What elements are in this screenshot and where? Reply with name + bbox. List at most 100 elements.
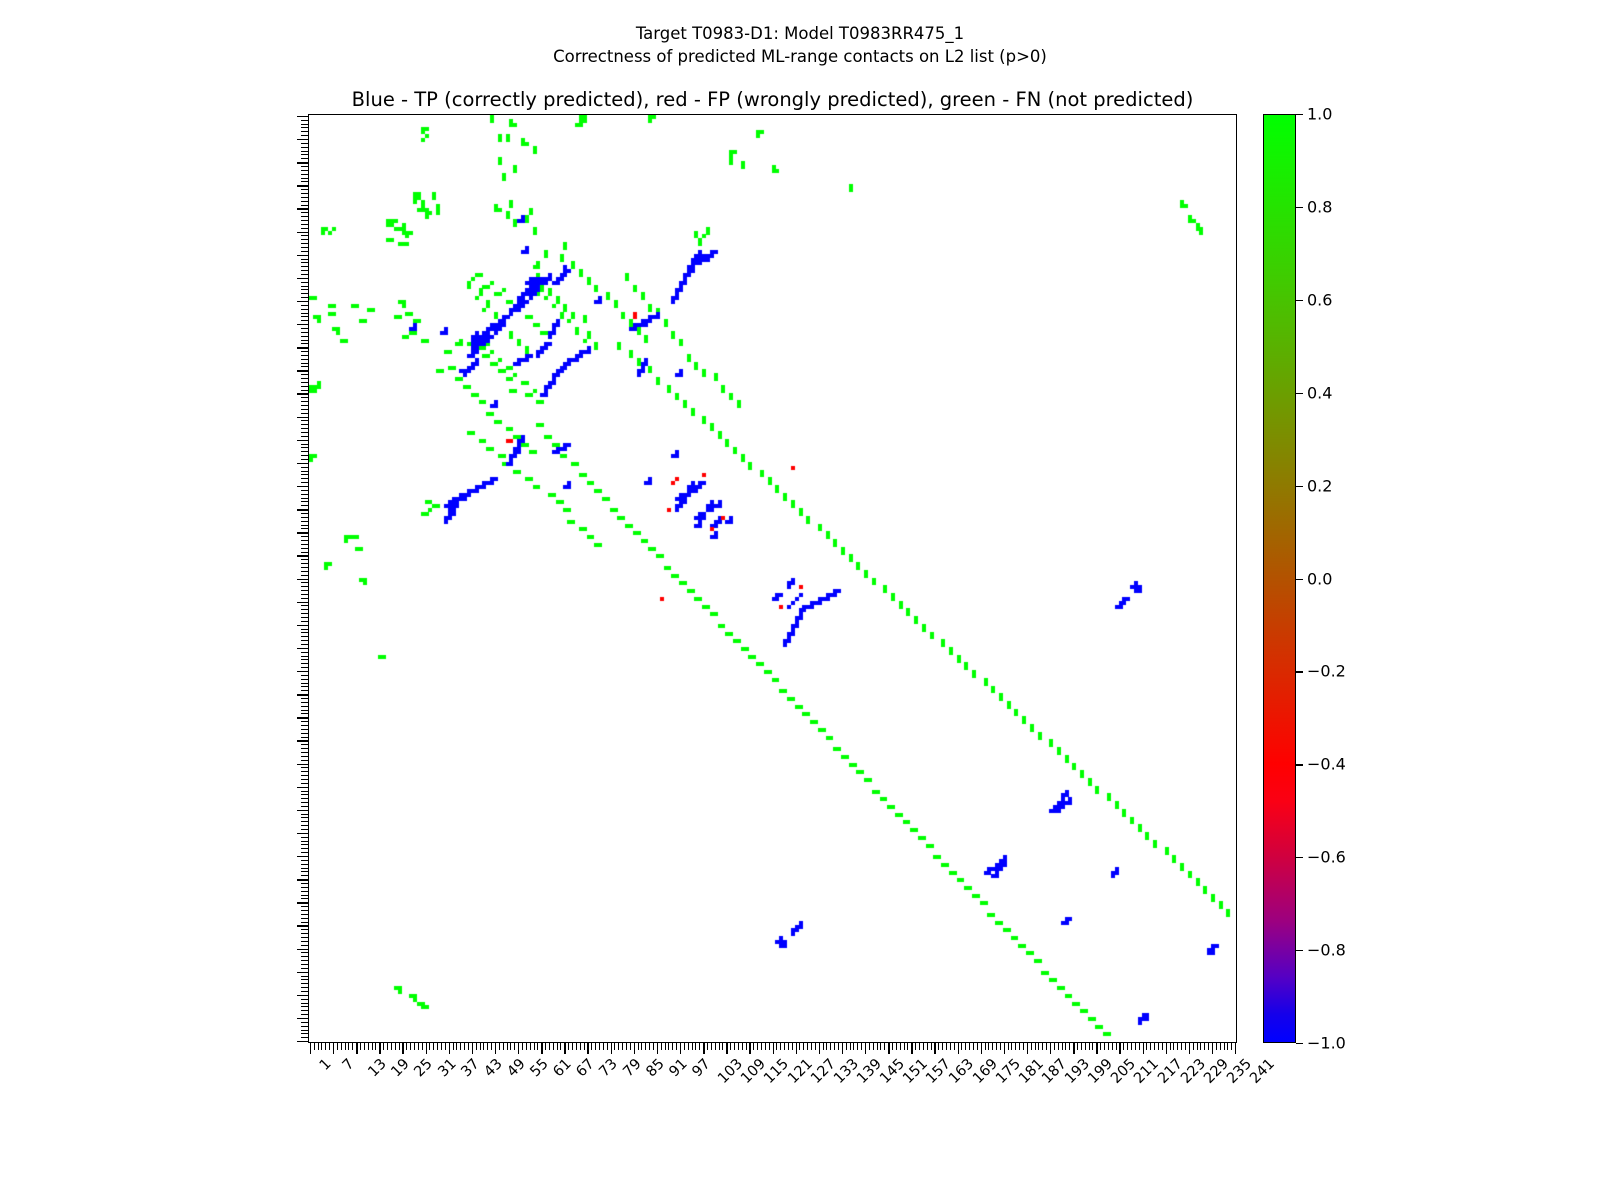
x-tick — [1111, 1043, 1113, 1050]
y-tick — [297, 624, 308, 627]
y-tick — [301, 790, 308, 792]
x-tick — [344, 1043, 346, 1050]
x-tick-label: 25 — [411, 1056, 437, 1081]
y-tick — [297, 763, 308, 765]
colorbar-tick — [1296, 392, 1303, 394]
y-tick — [297, 832, 308, 835]
y-tick — [301, 728, 308, 730]
x-tick — [1034, 1043, 1036, 1050]
y-tick — [301, 420, 308, 422]
y-tick — [301, 597, 308, 599]
x-tick — [325, 1043, 327, 1050]
x-tick — [1154, 1043, 1156, 1050]
x-tick — [560, 1043, 562, 1050]
y-tick — [301, 778, 308, 780]
y-tick — [301, 1021, 308, 1023]
y-tick — [301, 119, 308, 121]
x-tick — [945, 1043, 947, 1050]
x-tick — [622, 1043, 624, 1050]
y-tick — [301, 351, 308, 353]
y-tick — [301, 963, 308, 965]
x-tick — [868, 1043, 870, 1050]
x-tick — [375, 1043, 377, 1050]
y-tick — [297, 231, 308, 233]
y-tick — [301, 482, 308, 484]
y-tick — [301, 1037, 308, 1039]
x-tick — [695, 1043, 697, 1050]
x-tick — [980, 1043, 983, 1054]
x-tick — [930, 1043, 932, 1050]
colorbar-tick-label: 0.2 — [1307, 476, 1333, 496]
x-tick-label: 181 — [1015, 1056, 1047, 1087]
y-tick — [301, 644, 308, 646]
x-tick — [518, 1043, 520, 1054]
y-tick — [301, 967, 308, 969]
x-tick — [406, 1043, 408, 1050]
y-tick — [301, 154, 308, 156]
x-tick — [1188, 1043, 1191, 1054]
x-tick — [309, 1043, 312, 1054]
x-tick — [452, 1043, 454, 1050]
x-tick — [602, 1043, 604, 1050]
x-tick — [822, 1043, 824, 1050]
y-tick — [301, 836, 308, 838]
x-tick — [1061, 1043, 1063, 1050]
x-tick — [1146, 1043, 1148, 1050]
figure-title-line-2: Correctness of predicted ML-range contac… — [553, 47, 1047, 66]
y-tick — [301, 859, 308, 861]
y-tick — [301, 910, 308, 911]
x-tick — [969, 1043, 971, 1050]
y-tick — [301, 262, 308, 264]
y-tick — [301, 570, 308, 572]
y-tick — [301, 678, 308, 680]
y-tick — [301, 216, 308, 218]
y-tick — [301, 921, 308, 923]
x-tick — [942, 1043, 944, 1050]
y-tick — [301, 304, 308, 306]
x-tick-label: 55 — [527, 1056, 552, 1081]
y-tick — [301, 655, 308, 657]
y-tick — [301, 894, 308, 896]
x-tick — [437, 1043, 439, 1050]
y-tick — [301, 374, 308, 376]
y-tick — [301, 158, 308, 160]
x-tick — [448, 1043, 451, 1054]
colorbar-tick — [1296, 1043, 1303, 1045]
y-tick — [301, 354, 308, 356]
x-tick — [1030, 1043, 1032, 1050]
y-tick — [301, 748, 308, 750]
x-tick — [383, 1043, 385, 1050]
y-tick — [301, 193, 308, 195]
x-tick — [760, 1043, 762, 1050]
x-tick — [340, 1043, 342, 1050]
y-tick — [301, 189, 308, 191]
x-tick — [360, 1043, 362, 1050]
x-tick — [845, 1043, 847, 1050]
y-tick — [301, 297, 308, 299]
x-tick — [953, 1043, 955, 1050]
y-tick — [301, 721, 308, 723]
x-tick — [996, 1043, 998, 1050]
y-tick — [301, 802, 308, 804]
y-tick — [297, 694, 308, 696]
x-tick — [510, 1043, 512, 1050]
y-tick — [301, 424, 308, 426]
x-tick — [410, 1043, 412, 1050]
y-tick — [297, 948, 308, 950]
y-tick — [297, 1041, 308, 1043]
y-tick — [301, 586, 308, 588]
y-tick — [301, 848, 308, 850]
y-tick — [301, 389, 308, 391]
y-tick — [301, 1029, 308, 1031]
x-tick — [479, 1043, 481, 1050]
x-tick — [537, 1043, 539, 1050]
x-tick — [333, 1043, 335, 1054]
y-tick — [301, 933, 308, 935]
x-tick — [398, 1043, 400, 1050]
y-tick — [301, 200, 308, 202]
y-tick — [301, 736, 308, 738]
y-tick — [301, 821, 308, 823]
y-tick — [297, 185, 308, 187]
y-tick — [301, 620, 308, 622]
x-tick — [915, 1043, 917, 1050]
